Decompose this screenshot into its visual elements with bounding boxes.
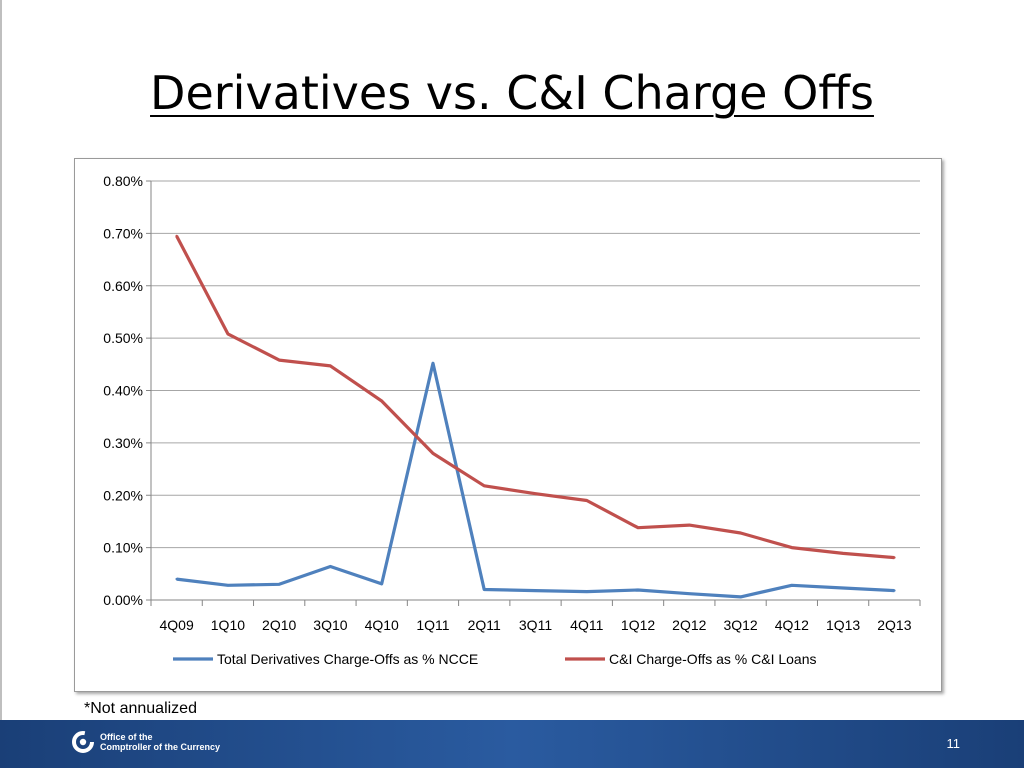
x-tick-label: 1Q13 [826,617,860,633]
series-line-1 [176,361,895,599]
y-tick-label: 0.00% [103,592,143,608]
logo-line-2: Comptroller of the Currency [100,742,221,752]
y-tick-label: 0.40% [103,383,143,399]
series-1-point [277,583,281,586]
series-1-point [380,582,383,585]
x-tick-label: 3Q12 [723,617,757,633]
series-2-point [277,358,281,362]
series-1-point [688,592,691,595]
x-tick-label: 3Q11 [519,617,552,633]
series-2-point [739,531,742,535]
y-tick-label: 0.70% [103,225,143,241]
footer-bar: Office of the Comptroller of the Currenc… [0,720,1024,768]
x-tick-label: 1Q10 [211,617,245,633]
series-1-point [534,589,537,592]
series-2-point [483,484,486,488]
y-tick-label: 0.10% [103,540,143,556]
series-1-point [841,586,845,590]
series-1-point [893,589,896,592]
occ-logo: Office of the Comptroller of the Currenc… [72,731,220,753]
legend-label: Total Derivatives Charge-Offs as % NCCE [217,651,478,667]
x-tick-label: 2Q13 [877,617,911,633]
logo-line-1: Office of the [100,732,153,742]
series-2-point [790,546,794,549]
series-1-point [636,588,640,592]
series-2-point [841,552,845,555]
footnote: *Not annualized [84,700,197,717]
x-tick-label: 3Q10 [313,617,347,633]
x-tick-label: 4Q10 [365,617,399,633]
chart-canvas: 0.00% 0.10% 0.20% 0.30% 0.40% 0.50% 0.60% 0.70%… [103,173,921,667]
series-2-point [636,526,640,529]
series-1-point [175,577,178,581]
legend-item-1: Total Derivatives Charge-Offs as % NCCE [173,651,478,667]
x-tick-label: 1Q12 [621,617,655,633]
y-tick-label: 0.80% [103,173,143,189]
series-1-point [483,588,486,591]
series-1-point [790,584,794,587]
y-tick-label: 0.30% [103,435,143,451]
series-2-point [688,523,691,527]
occ-logo-text: Office of the Comptroller of the Currenc… [100,732,220,752]
series-2-point [431,452,435,455]
y-tick-label: 0.60% [103,278,143,294]
slide-title: Derivatives vs. C&I Charge Offs [0,66,1024,120]
series-2-point [226,332,230,336]
series-1-point [431,362,435,365]
series-1-point [739,595,742,599]
y-tick-label: 0.20% [103,487,143,503]
x-tick-label: 1Q11 [416,617,449,633]
series-line-2 [175,235,895,560]
series-2-point [380,399,383,403]
slide-left-edge [0,0,2,720]
series-1-point [585,590,588,593]
series-1-point [226,584,230,587]
line-chart: 0.00% 0.10% 0.20% 0.30% 0.40% 0.50% 0.60% 0.70%… [74,158,942,692]
x-tick-label: 2Q11 [468,617,501,633]
y-tick-label: 0.50% [103,330,143,346]
legend-item-2: C&I Charge-Offs as % C&I Loans [565,651,817,667]
series-2-point [175,234,178,238]
x-tick-label: 2Q10 [262,617,296,633]
legend-label: C&I Charge-Offs as % C&I Loans [609,651,817,667]
x-tick-label: 2Q12 [672,617,706,633]
x-tick-label: 4Q12 [775,617,809,633]
series-2-point [534,492,537,495]
series-1-point [329,565,332,568]
series-2-point [585,499,588,502]
x-tick-label: 4Q11 [570,617,603,633]
series-2-point [893,556,896,559]
series-2-point [329,364,332,368]
occ-logo-icon [72,731,94,753]
x-tick-label: 4Q09 [160,617,194,633]
page-number: 11 [946,736,961,751]
slide-title-text: Derivatives vs. C&I Charge Offs [150,66,874,120]
